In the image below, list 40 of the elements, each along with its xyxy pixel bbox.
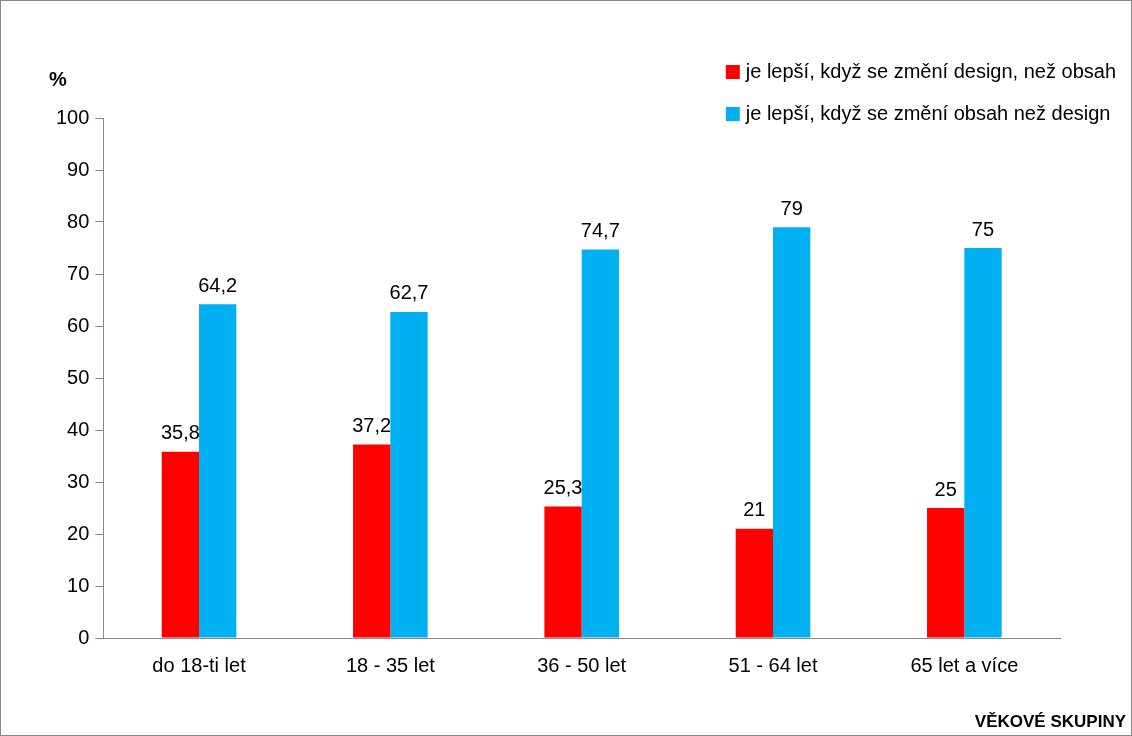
y-tick-label: 30 bbox=[67, 469, 90, 492]
bar bbox=[581, 249, 619, 638]
y-tick-label: 10 bbox=[67, 573, 90, 596]
x-tick-label: 65 let a více bbox=[910, 653, 1019, 676]
y-tick-label: 0 bbox=[78, 625, 90, 648]
y-tick-label: 20 bbox=[67, 521, 90, 544]
bar bbox=[735, 528, 774, 638]
data-label: 62,7 bbox=[389, 281, 429, 304]
x-tick-label: 51 - 64 let bbox=[728, 653, 818, 676]
data-label: 35,8 bbox=[160, 421, 200, 444]
data-label: 37,2 bbox=[352, 414, 392, 437]
bar bbox=[964, 248, 1002, 638]
data-label: 75 bbox=[971, 217, 995, 240]
legend-label: je lepší, když se změní obsah než design bbox=[744, 101, 1111, 124]
y-tick-label: 40 bbox=[67, 417, 90, 440]
data-label: 25,3 bbox=[543, 475, 583, 498]
bar bbox=[199, 304, 237, 638]
bar bbox=[773, 227, 811, 638]
bar bbox=[390, 311, 428, 638]
data-label: 21 bbox=[743, 498, 766, 521]
x-tick-label: do 18-ti let bbox=[152, 653, 247, 676]
x-tick-label: 36 - 50 let bbox=[537, 653, 627, 676]
y-tick-label: 50 bbox=[67, 365, 90, 388]
y-axis-title: % bbox=[49, 67, 68, 90]
data-label: 64,2 bbox=[198, 273, 238, 296]
legend-label: je lepší, když se změní design, než obsah bbox=[744, 59, 1117, 82]
bar bbox=[544, 506, 582, 638]
y-tick-label: 70 bbox=[67, 261, 90, 284]
y-tick-label: 100 bbox=[55, 105, 90, 128]
x-tick-label: 18 - 35 let bbox=[345, 653, 436, 676]
bar bbox=[927, 508, 965, 638]
x-axis-title: VĚKOVÉ SKUPINY bbox=[974, 711, 1127, 731]
y-tick-label: 90 bbox=[67, 157, 90, 180]
y-tick-label: 80 bbox=[67, 209, 90, 232]
bar bbox=[353, 444, 391, 638]
y-tick-label: 60 bbox=[67, 313, 90, 336]
bar bbox=[161, 451, 200, 638]
data-label: 79 bbox=[780, 196, 803, 219]
data-label: 74,7 bbox=[580, 219, 620, 242]
data-label: 25 bbox=[934, 477, 957, 500]
